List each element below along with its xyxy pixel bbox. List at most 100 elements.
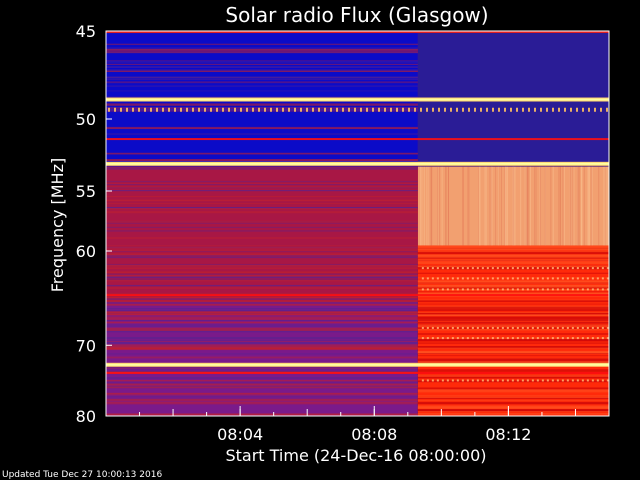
red-line	[106, 294, 609, 297]
texture-stripe	[417, 259, 609, 261]
texture-dot	[591, 379, 594, 382]
texture-streak	[578, 166, 580, 246]
red-line	[106, 138, 609, 141]
texture-streak	[478, 166, 480, 246]
texture-streak	[437, 166, 439, 246]
texture-streak	[558, 166, 560, 246]
texture-dot	[511, 337, 514, 340]
line-comb-mark	[270, 107, 272, 112]
texture-streak	[419, 166, 421, 246]
texture-dot	[526, 379, 529, 382]
texture-stripe	[417, 254, 609, 257]
texture-streak	[587, 166, 589, 246]
texture-dot	[506, 288, 509, 291]
texture-dot	[461, 337, 464, 340]
texture-dot	[441, 267, 444, 270]
texture-dot	[551, 326, 554, 329]
texture-stripe	[106, 386, 418, 389]
texture-stripe	[106, 183, 418, 186]
texture-dot	[481, 277, 484, 280]
texture-streak	[577, 166, 579, 246]
line-comb-mark	[516, 107, 518, 112]
texture-stripe	[417, 291, 609, 293]
texture-stripe	[106, 343, 418, 345]
line-comb-mark	[396, 107, 398, 112]
line-comb-mark	[228, 107, 230, 112]
line-comb-mark	[378, 107, 380, 112]
texture-stripe	[417, 321, 609, 324]
texture-streak	[544, 166, 546, 246]
texture-dot	[476, 326, 479, 329]
texture-dot	[476, 337, 479, 340]
texture-dot	[496, 326, 499, 329]
texture-stripe	[106, 126, 418, 130]
texture-stripe	[106, 368, 418, 370]
line-comb-mark	[120, 107, 122, 112]
line-comb-mark	[132, 107, 134, 112]
line-comb-mark	[192, 107, 194, 112]
bright-line	[106, 363, 609, 366]
texture-stripe	[106, 274, 418, 277]
texture-stripe	[106, 365, 418, 368]
texture-dot	[576, 267, 579, 270]
texture-dot	[561, 267, 564, 270]
line-comb-mark	[180, 107, 182, 112]
texture-dot	[461, 277, 464, 280]
texture-stripe	[417, 312, 609, 313]
texture-dot	[501, 288, 504, 291]
texture-stripe	[106, 49, 418, 51]
texture-stripe	[106, 356, 418, 359]
texture-stripe	[106, 380, 418, 382]
line-comb-mark	[468, 107, 470, 112]
texture-stripe	[106, 133, 418, 135]
texture-stripe	[106, 152, 418, 155]
texture-dot	[481, 288, 484, 291]
texture-streak	[479, 166, 481, 246]
texture-dot	[496, 277, 499, 280]
texture-stripe	[417, 264, 609, 266]
texture-stripe	[417, 361, 609, 364]
updated-timestamp: Updated Tue Dec 27 10:00:13 2016	[2, 470, 162, 480]
texture-streak	[604, 166, 606, 246]
texture-dot	[466, 277, 469, 280]
texture-dot	[541, 277, 544, 280]
texture-streak	[590, 166, 592, 246]
texture-dot	[546, 326, 549, 329]
texture-stripe	[106, 403, 418, 405]
line-comb-mark	[504, 107, 506, 112]
texture-dot	[476, 288, 479, 291]
texture-dot	[591, 326, 594, 329]
red-line	[106, 371, 609, 374]
texture-stripe	[417, 346, 609, 348]
spectrum-texture	[106, 31, 609, 416]
texture-stripe	[417, 333, 609, 335]
band-mid-after	[417, 166, 609, 246]
texture-stripe	[106, 107, 418, 109]
texture-stripe	[106, 222, 418, 224]
texture-stripe	[106, 79, 418, 80]
texture-stripe	[106, 90, 418, 92]
texture-stripe	[417, 316, 609, 319]
texture-stripe	[417, 257, 609, 259]
band-red-before	[106, 166, 418, 302]
texture-streak	[539, 166, 541, 246]
texture-dot	[466, 267, 469, 270]
texture-streak	[485, 166, 487, 246]
texture-streak	[462, 166, 464, 246]
texture-stripe	[106, 317, 418, 320]
texture-dot	[506, 326, 509, 329]
texture-streak	[524, 166, 526, 246]
texture-stripe	[106, 301, 418, 304]
texture-stripe	[106, 293, 418, 295]
texture-dot	[431, 267, 434, 270]
texture-dot	[591, 267, 594, 270]
texture-dot	[521, 337, 524, 340]
texture-dot	[571, 267, 574, 270]
texture-stripe	[106, 85, 418, 87]
line-comb-mark	[252, 107, 254, 112]
texture-dot	[526, 337, 529, 340]
texture-stripe	[417, 355, 609, 357]
texture-streak	[583, 166, 585, 246]
texture-dot	[451, 337, 454, 340]
